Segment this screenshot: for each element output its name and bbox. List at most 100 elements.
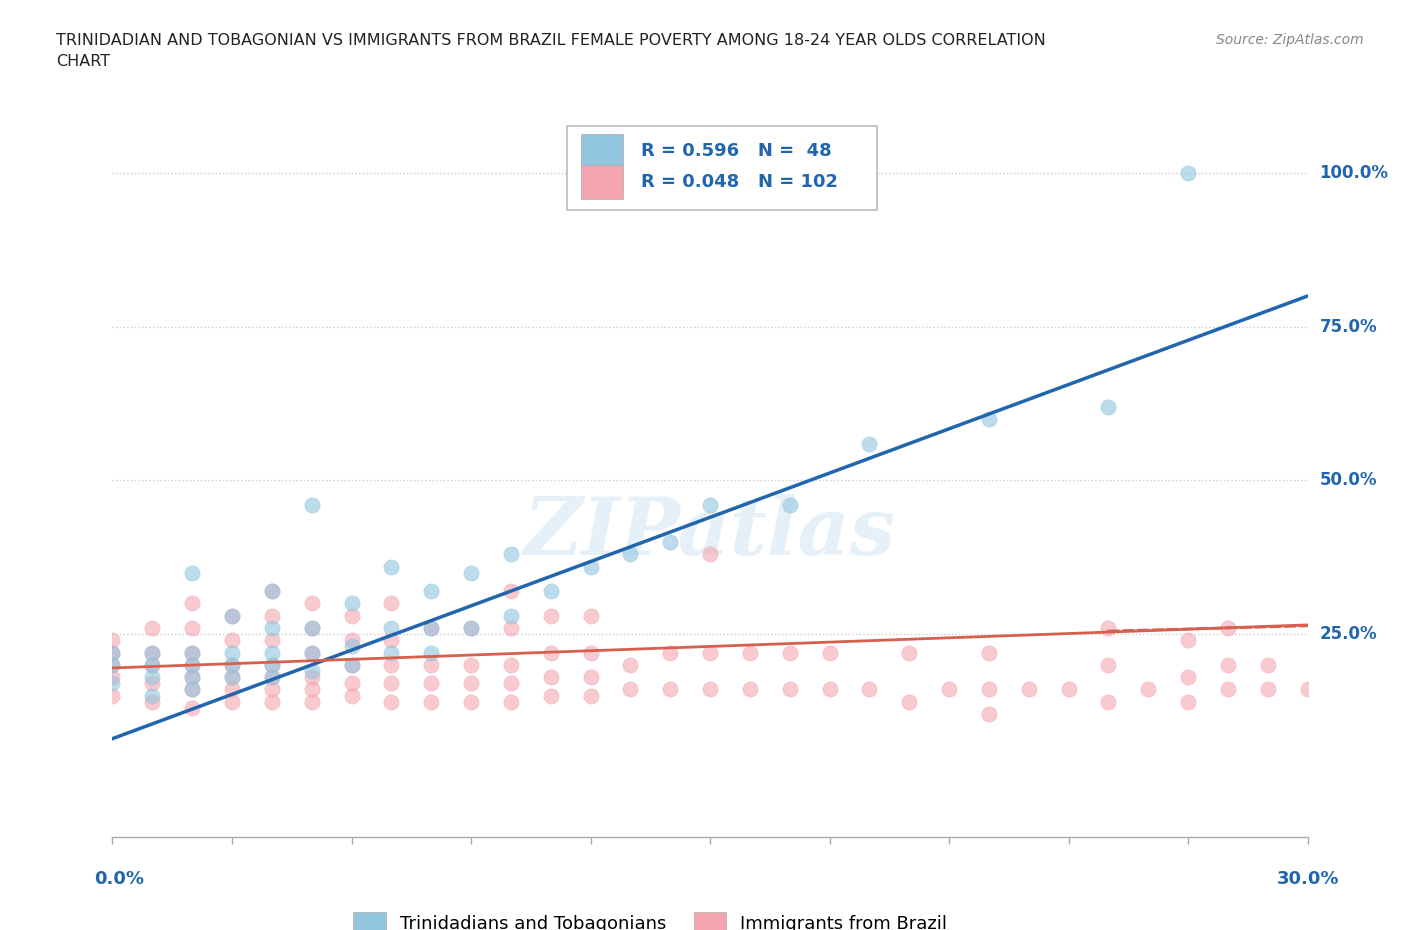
Point (540, 670, 562, 684)
Point (499, 658, 522, 672)
Point (579, 670, 602, 684)
Text: 75.0%: 75.0% (1319, 318, 1376, 336)
Point (420, 676, 443, 691)
Point (181, 670, 204, 684)
Point (181, 658, 204, 672)
Point (858, 682, 880, 697)
Point (101, 676, 124, 691)
Point (181, 645, 204, 660)
Point (101, 658, 124, 672)
Point (101, 632, 124, 647)
Point (141, 658, 163, 672)
Point (301, 645, 323, 660)
Point (1216, 682, 1239, 697)
Point (818, 682, 841, 697)
Point (340, 676, 363, 691)
FancyBboxPatch shape (581, 134, 623, 169)
Point (460, 695, 482, 710)
Point (181, 565, 204, 580)
Point (619, 682, 641, 697)
Point (181, 682, 204, 697)
Point (420, 584, 443, 599)
Point (380, 658, 402, 672)
Point (380, 559, 402, 574)
Point (619, 547, 641, 562)
Point (499, 676, 522, 691)
Text: TRINIDADIAN AND TOBAGONIAN VS IMMIGRANTS FROM BRAZIL FEMALE POVERTY AMONG 18-24 : TRINIDADIAN AND TOBAGONIAN VS IMMIGRANTS… (56, 33, 1046, 47)
Point (141, 670, 163, 684)
Point (221, 682, 243, 697)
Point (699, 547, 721, 562)
Point (1216, 620, 1239, 635)
FancyBboxPatch shape (581, 165, 623, 199)
Point (579, 608, 602, 623)
Point (540, 645, 562, 660)
Point (1257, 658, 1279, 672)
Text: Source: ZipAtlas.com: Source: ZipAtlas.com (1216, 33, 1364, 46)
Point (340, 596, 363, 611)
Point (260, 670, 283, 684)
Point (380, 676, 402, 691)
Point (141, 645, 163, 660)
Point (699, 498, 721, 512)
Point (420, 645, 443, 660)
Point (898, 645, 921, 660)
Point (977, 645, 1000, 660)
Legend: Trinidadians and Tobagonians, Immigrants from Brazil: Trinidadians and Tobagonians, Immigrants… (346, 905, 955, 930)
Point (380, 645, 402, 660)
Point (221, 695, 243, 710)
Point (141, 620, 163, 635)
Text: 0.0%: 0.0% (94, 870, 145, 888)
Point (340, 658, 363, 672)
Point (1216, 658, 1239, 672)
Point (301, 682, 323, 697)
Text: R = 0.048   N = 102: R = 0.048 N = 102 (641, 173, 838, 191)
Point (420, 620, 443, 635)
Point (141, 658, 163, 672)
Y-axis label: Female Poverty Among 18-24 Year Olds: Female Poverty Among 18-24 Year Olds (0, 324, 7, 626)
Point (1097, 620, 1119, 635)
Point (181, 596, 204, 611)
Point (181, 700, 204, 715)
Point (579, 688, 602, 703)
Point (101, 645, 124, 660)
Point (938, 682, 960, 697)
Point (301, 670, 323, 684)
Point (301, 498, 323, 512)
Point (779, 498, 801, 512)
Point (260, 584, 283, 599)
Point (1177, 670, 1199, 684)
Point (977, 412, 1000, 427)
Point (1018, 682, 1040, 697)
Point (1177, 695, 1199, 710)
Point (101, 670, 124, 684)
Point (1177, 166, 1199, 180)
Point (460, 676, 482, 691)
Point (738, 645, 761, 660)
Point (221, 658, 243, 672)
Point (420, 658, 443, 672)
Point (260, 658, 283, 672)
FancyBboxPatch shape (567, 126, 877, 209)
Point (738, 682, 761, 697)
Point (260, 608, 283, 623)
Point (260, 584, 283, 599)
Text: 50.0%: 50.0% (1319, 472, 1376, 489)
Point (858, 436, 880, 451)
Point (260, 645, 283, 660)
Point (499, 695, 522, 710)
Point (540, 608, 562, 623)
Point (340, 658, 363, 672)
Point (181, 670, 204, 684)
Point (1097, 399, 1119, 414)
Point (1177, 632, 1199, 647)
Point (699, 682, 721, 697)
Point (380, 596, 402, 611)
Point (659, 535, 682, 550)
Point (779, 682, 801, 697)
Point (1296, 682, 1319, 697)
Point (221, 632, 243, 647)
Point (260, 658, 283, 672)
Point (101, 688, 124, 703)
Point (420, 695, 443, 710)
